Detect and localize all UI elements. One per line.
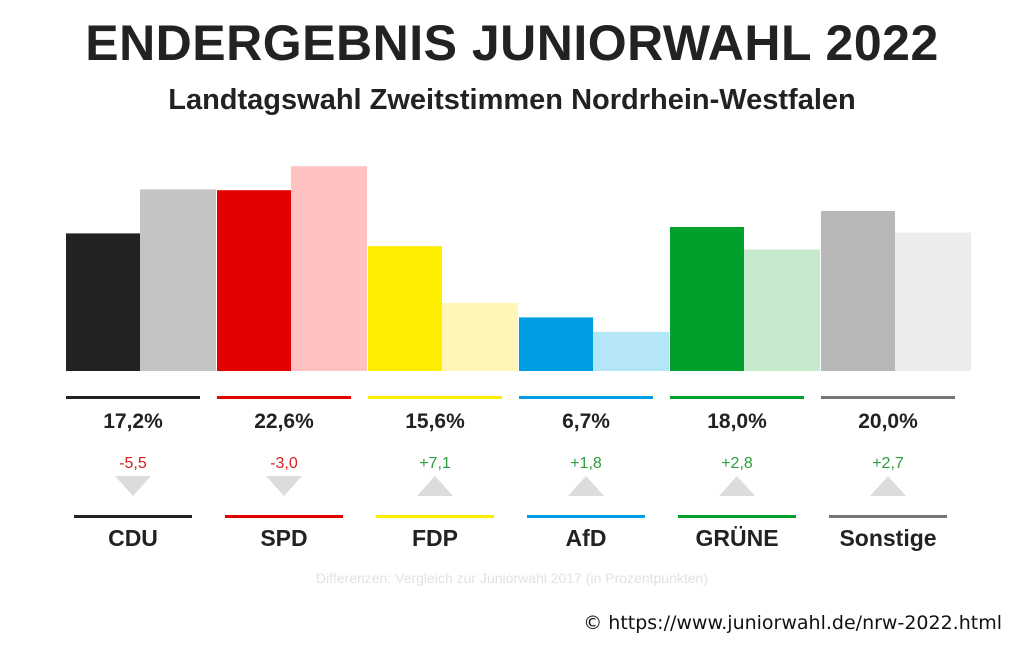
value-label-cdu: 17,2% [103,410,163,433]
divider-bottom-grüne [678,515,796,518]
value-label-grüne: 18,0% [707,410,767,433]
bar-2022-fdp [368,246,442,371]
category-label-grüne: GRÜNE [695,525,778,551]
category-label-fdp: FDP [412,525,458,551]
chart-subtitle: Landtagswahl Zweitstimmen Nordrhein-West… [168,84,856,116]
value-label-sonstige: 20,0% [858,410,918,433]
bar-2017-fdp [442,303,518,371]
divider-bottom-afd [527,515,645,518]
divider-top-spd [217,396,351,399]
category-label-sonstige: Sonstige [839,525,936,551]
bar-2022-afd [519,317,593,371]
difference-label-sonstige: +2,7 [872,455,904,472]
difference-label-cdu: -5,5 [119,455,147,472]
arrow-up-icon [719,476,755,496]
divider-top-grüne [670,396,804,399]
bar-2022-cdu [66,233,140,371]
category-label-spd: SPD [260,525,307,551]
bar-2022-spd [217,190,291,371]
difference-label-fdp: +7,1 [419,455,451,472]
difference-label-grüne: +2,8 [721,455,753,472]
bar-2022-sonstige [821,211,895,371]
divider-bottom-fdp [376,515,494,518]
arrow-up-icon [870,476,906,496]
value-label-spd: 22,6% [254,410,314,433]
bar-2017-spd [291,166,367,371]
bar-2017-grüne [744,249,820,371]
difference-label-afd: +1,8 [570,455,602,472]
divider-top-cdu [66,396,200,399]
divider-top-sonstige [821,396,955,399]
arrow-down-icon [115,476,151,496]
source-credit: © https://www.juniorwahl.de/nrw-2022.htm… [583,612,1002,634]
divider-top-afd [519,396,653,399]
value-label-fdp: 15,6% [405,410,465,433]
bar-2017-cdu [140,189,216,371]
bar-2022-grüne [670,227,744,371]
bar-2017-sonstige [895,232,971,371]
divider-top-fdp [368,396,502,399]
divider-bottom-sonstige [829,515,947,518]
arrow-up-icon [417,476,453,496]
footnote: Differenzen: Vergleich zur Juniorwahl 20… [316,570,708,586]
divider-bottom-cdu [74,515,192,518]
difference-label-spd: -3,0 [270,455,298,472]
divider-bottom-spd [225,515,343,518]
arrow-up-icon [568,476,604,496]
chart-title: ENDERGEBNIS JUNIORWAHL 2022 [85,15,939,71]
value-label-afd: 6,7% [562,410,610,433]
category-label-cdu: CDU [108,525,158,551]
bar-2017-afd [593,331,669,371]
arrow-down-icon [266,476,302,496]
category-label-afd: AfD [566,525,607,551]
